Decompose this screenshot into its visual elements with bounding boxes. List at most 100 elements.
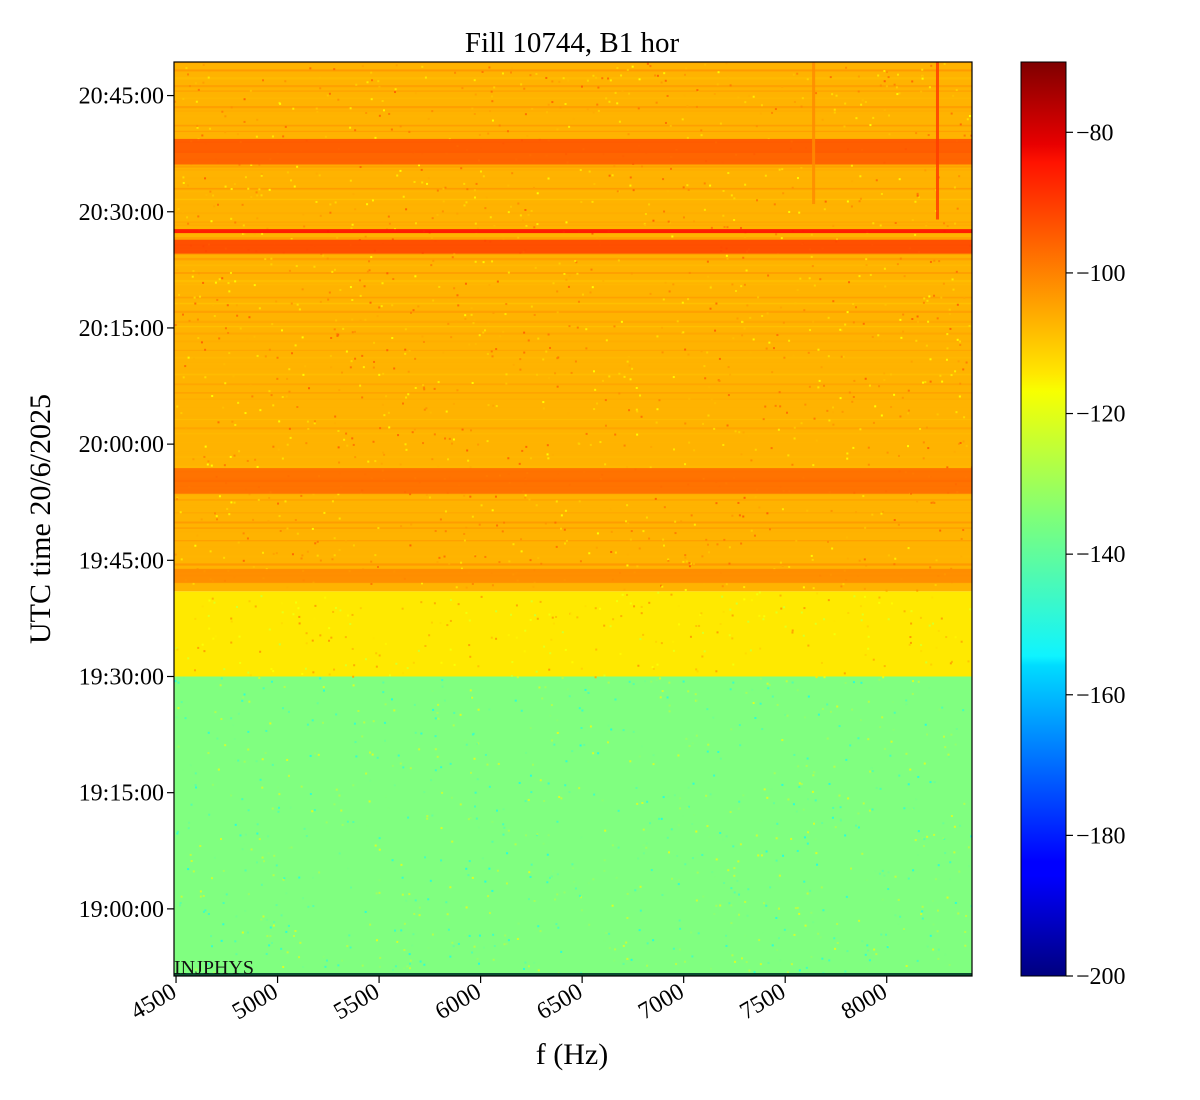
heatmap-speckle: [214, 497, 217, 500]
heatmap-speckle: [350, 360, 353, 363]
heatmap-speckle: [640, 612, 643, 615]
heatmap-speckle: [318, 174, 321, 177]
heatmap-speckle: [268, 628, 271, 631]
heatmap-speckle: [507, 939, 510, 942]
heatmap-speckle: [235, 605, 238, 608]
heatmap-speckle: [697, 932, 700, 935]
heatmap-speckle: [556, 357, 559, 360]
heatmap-speckle: [534, 266, 537, 269]
heatmap-speckle: [272, 404, 275, 407]
heatmap-speckle: [392, 278, 395, 281]
heatmap-speckle: [505, 373, 508, 376]
heatmap-speckle: [444, 186, 447, 189]
heatmap-speckle: [955, 89, 958, 92]
heatmap-speckle: [655, 421, 658, 424]
heatmap-speckle: [261, 232, 264, 235]
heatmap-speckle: [697, 90, 700, 93]
heatmap-speckle: [269, 926, 272, 929]
heatmap-speckle: [758, 614, 761, 617]
heatmap-speckle: [632, 683, 635, 686]
heatmap-speckle: [936, 413, 939, 416]
heatmap-speckle: [289, 806, 292, 809]
heatmap-speckle: [229, 455, 232, 458]
heatmap-speckle: [207, 752, 210, 755]
heatmap-speckle: [425, 493, 428, 496]
heatmap-speckle: [672, 283, 675, 286]
heatmap-speckle: [311, 810, 314, 813]
heatmap-speckle: [370, 98, 373, 101]
heatmap-speckle: [384, 642, 387, 645]
heatmap-speckle: [527, 213, 530, 216]
heatmap-speckle: [604, 829, 607, 832]
heatmap-speckle: [863, 587, 866, 590]
heatmap-speckle: [743, 235, 746, 238]
heatmap-speckle: [643, 222, 646, 225]
heatmap-speckle: [804, 924, 807, 927]
heatmap-speckle: [838, 794, 841, 797]
heatmap-speckle: [610, 550, 613, 553]
heatmap-speckle: [313, 420, 316, 423]
heatmap-speckle: [794, 302, 797, 305]
heatmap-speckle: [491, 889, 494, 892]
heatmap-speckle: [315, 107, 318, 110]
heatmap-speckle: [798, 782, 801, 785]
heatmap-speckle: [555, 545, 558, 548]
heatmap-speckle: [903, 610, 906, 613]
heatmap-speckle: [916, 194, 919, 197]
heatmap-speckle: [806, 509, 809, 512]
heatmap-speckle: [488, 66, 491, 69]
heatmap-speckle: [483, 946, 486, 949]
heatmap-speckle: [937, 948, 940, 951]
heatmap-speckle: [901, 396, 904, 399]
heatmap-speckle: [691, 955, 694, 958]
heatmap-speckle: [953, 186, 956, 189]
heatmap-speckle: [872, 421, 875, 424]
heatmap-speckle: [572, 117, 575, 120]
heatmap-speckle: [595, 546, 598, 549]
heatmap-speckle: [669, 124, 672, 127]
heatmap-speckle: [228, 513, 231, 516]
heatmap-speckle: [433, 602, 436, 605]
heatmap-speckle: [354, 129, 357, 132]
heatmap-speckle: [862, 495, 865, 498]
y-tick-label: 19:30:00: [79, 664, 164, 690]
heatmap-speckle: [621, 593, 624, 596]
heatmap-speckle: [187, 73, 190, 76]
heatmap-speckle: [954, 743, 957, 746]
heatmap-speckle: [747, 620, 750, 623]
heatmap-speckle: [446, 913, 449, 916]
heatmap-speckle: [658, 817, 661, 820]
heatmap-speckle: [857, 75, 860, 78]
heatmap-speckle: [848, 391, 851, 394]
heatmap-texture-line: [174, 134, 972, 137]
heatmap-speckle: [596, 236, 599, 239]
heatmap-speckle: [652, 939, 655, 942]
heatmap-speckle: [827, 316, 830, 319]
heatmap-speckle: [958, 340, 961, 343]
heatmap-speckle: [726, 424, 729, 427]
heatmap-speckle: [679, 807, 682, 810]
heatmap-speckle: [214, 512, 217, 515]
heatmap-speckle: [417, 649, 420, 652]
heatmap-speckle: [384, 703, 387, 706]
heatmap-speckle: [288, 427, 291, 430]
heatmap-speckle: [603, 859, 606, 862]
heatmap-speckle: [507, 634, 510, 637]
heatmap-speckle: [821, 957, 824, 960]
heatmap-texture-line: [174, 332, 972, 335]
heatmap-speckle: [421, 335, 424, 338]
heatmap-speckle: [883, 379, 886, 382]
heatmap-speckle: [868, 959, 871, 962]
heatmap-speckle: [325, 959, 328, 962]
heatmap-speckle: [434, 769, 437, 772]
heatmap-texture-line: [174, 77, 972, 80]
heatmap-speckle: [632, 189, 635, 192]
heatmap-speckle: [757, 854, 760, 857]
heatmap-speckle: [364, 658, 367, 661]
heatmap-speckle: [744, 900, 747, 903]
heatmap-speckle: [811, 558, 814, 561]
heatmap-speckle: [492, 958, 495, 961]
heatmap-speckle: [404, 352, 407, 355]
heatmap-speckle: [487, 895, 490, 898]
heatmap-speckle: [812, 921, 815, 924]
